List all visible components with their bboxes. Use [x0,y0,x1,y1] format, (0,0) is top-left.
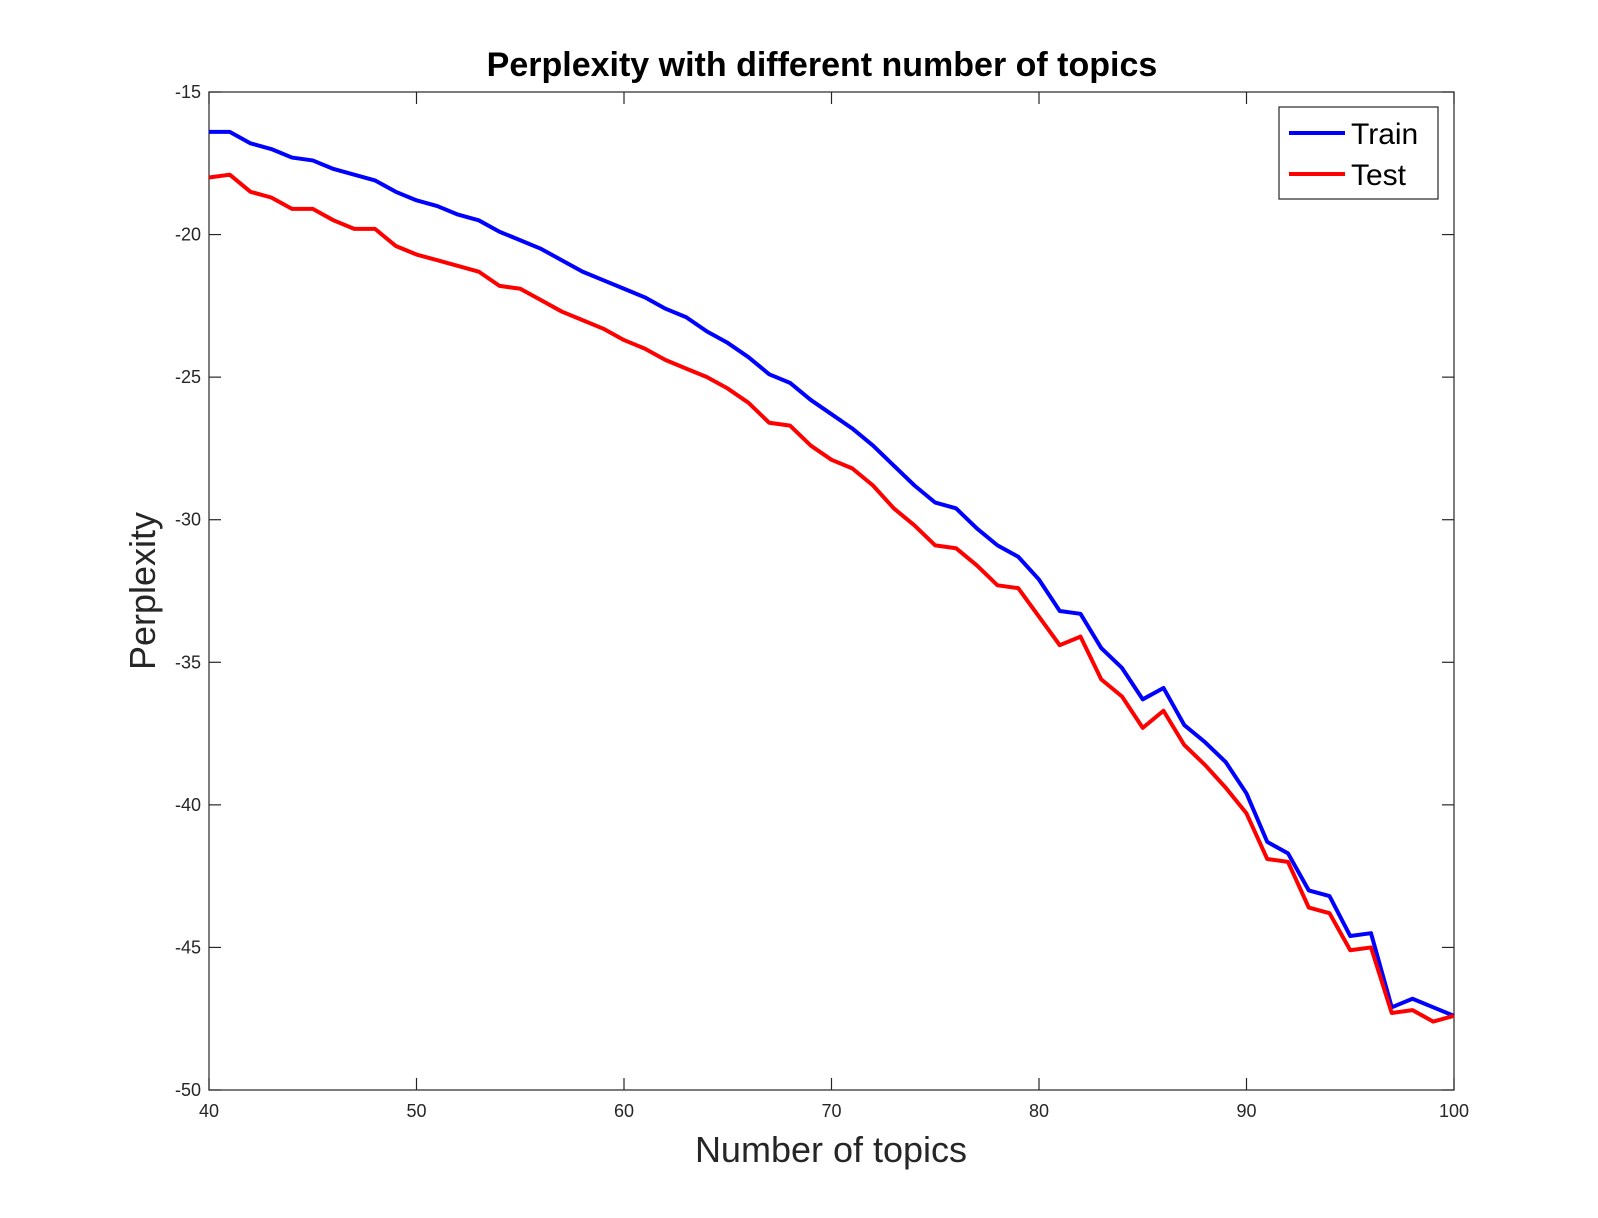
y-tick-label: -30 [175,510,201,530]
legend-train-label: Train [1351,118,1418,151]
legend-test-label: Test [1351,159,1407,192]
plot-frame [208,91,1455,1091]
x-axis-label: Number of topics [695,1129,967,1170]
y-axis-label: Perplexity [122,512,163,670]
x-tick-label: 60 [614,1101,634,1121]
y-tick-label: -20 [175,225,201,245]
y-tick-label: -40 [175,795,201,815]
y-tick-label: -45 [175,937,201,957]
x-tick-label: 70 [821,1101,841,1121]
series-line-test [208,172,1455,1024]
plot-area [208,91,1455,1091]
x-tick-label: 100 [1439,1101,1469,1121]
series-lines [208,129,1455,1024]
legend: Train Test [1278,106,1439,200]
x-tick-labels: 40 50 60 70 80 90 100 [199,1101,1469,1121]
x-tick-label: 40 [199,1101,219,1121]
y-tick-label: -35 [175,652,201,672]
y-tick-label: -15 [175,82,201,102]
legend-box [1278,106,1439,200]
x-tick-label: 80 [1029,1101,1049,1121]
x-tick-label: 90 [1236,1101,1256,1121]
series-line-train [209,129,1455,1018]
y-tick-labels: -50 -45 -40 -35 -30 -25 -20 -15 [175,82,201,1100]
y-tick-label: -50 [175,1080,201,1100]
axis-ticks [208,91,1455,1091]
x-tick-label: 50 [406,1101,426,1121]
y-tick-label: -25 [175,367,201,387]
chart-title: Perplexity with different number of topi… [487,46,1158,84]
